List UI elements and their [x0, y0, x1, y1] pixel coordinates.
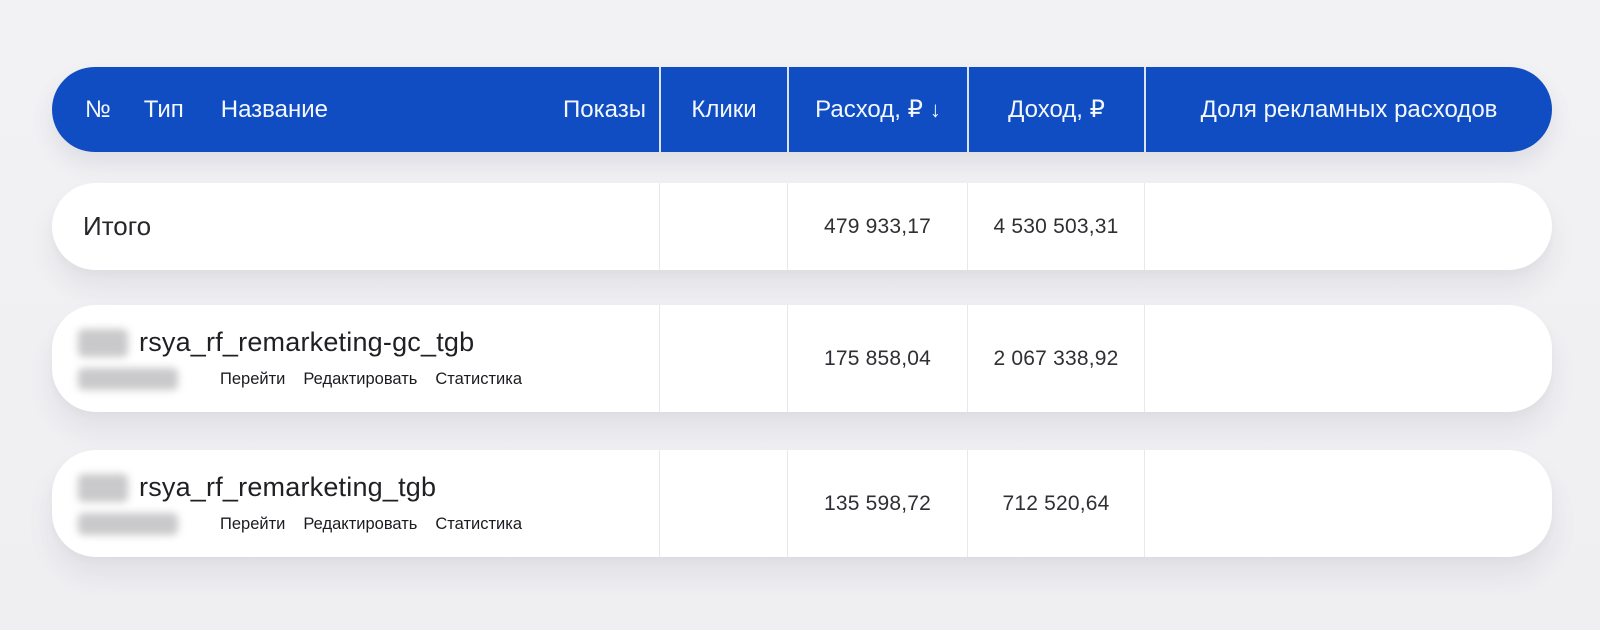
campaign-name-link[interactable]: rsya_rf_remarketing-gc_tgb: [139, 327, 475, 357]
campaign-info-cell: rsya_rf_remarketing-gc_tgb Перейти Редак…: [52, 305, 659, 412]
column-header-revenue[interactable]: Доход, ₽: [967, 67, 1144, 152]
edit-link[interactable]: Редактировать: [303, 369, 418, 388]
column-header-share[interactable]: Доля рекламных расходов: [1144, 67, 1552, 152]
campaign-meta-line: Перейти Редактировать Статистика: [78, 513, 522, 535]
campaign-title-line: rsya_rf_remarketing-gc_tgb: [78, 327, 474, 358]
totals-clicks-cell: [659, 183, 787, 270]
totals-label-cell: Итого: [52, 183, 659, 270]
header-info-group: № Тип Название Показы: [52, 67, 659, 152]
table-row: rsya_rf_remarketing_tgb Перейти Редактир…: [52, 450, 1552, 557]
totals-row: Итого 479 933,17 4 530 503,31: [52, 183, 1552, 270]
table-row: rsya_rf_remarketing-gc_tgb Перейти Редак…: [52, 305, 1552, 412]
revenue-value: 2 067 338,92: [993, 346, 1119, 370]
cost-cell: 175 858,04: [787, 305, 967, 412]
column-header-clicks-label: Клики: [691, 95, 757, 123]
stats-link[interactable]: Статистика: [435, 369, 523, 388]
stats-link[interactable]: Статистика: [435, 514, 523, 533]
share-cell: [1144, 305, 1552, 412]
totals-cost-cell: 479 933,17: [787, 183, 967, 270]
column-header-cost-label: Расход, ₽: [815, 96, 923, 123]
cost-cell: 135 598,72: [787, 450, 967, 557]
share-cell: [1144, 450, 1552, 557]
campaign-name-link[interactable]: rsya_rf_remarketing_tgb: [139, 472, 437, 502]
column-header-name[interactable]: Название: [220, 95, 329, 123]
sort-desc-icon: ↓: [929, 96, 941, 122]
go-link[interactable]: Перейти: [220, 514, 286, 533]
revenue-cell: 2 067 338,92: [967, 305, 1144, 412]
column-header-cost[interactable]: Расход, ₽ ↓: [787, 67, 967, 152]
campaign-info-cell: rsya_rf_remarketing_tgb Перейти Редактир…: [52, 450, 659, 557]
cost-value: 135 598,72: [823, 491, 932, 515]
totals-share-cell: [1144, 183, 1552, 270]
campaign-meta-line: Перейти Редактировать Статистика: [78, 368, 522, 390]
redacted-campaign-type: [78, 368, 178, 390]
revenue-cell: 712 520,64: [967, 450, 1144, 557]
column-header-type[interactable]: Тип: [143, 95, 184, 123]
totals-cost-value: 479 933,17: [823, 214, 932, 238]
cost-value: 175 858,04: [823, 346, 932, 370]
totals-label: Итого: [83, 211, 152, 241]
column-header-revenue-label: Доход, ₽: [1008, 96, 1105, 123]
campaign-title-line: rsya_rf_remarketing_tgb: [78, 472, 436, 503]
clicks-cell: [659, 305, 787, 412]
go-link[interactable]: Перейти: [220, 369, 286, 388]
column-header-clicks[interactable]: Клики: [659, 67, 787, 152]
column-header-number[interactable]: №: [85, 95, 111, 123]
column-header-impressions[interactable]: Показы: [563, 95, 646, 123]
campaign-actions: Перейти Редактировать Статистика: [220, 370, 522, 389]
revenue-value: 712 520,64: [1002, 491, 1110, 515]
edit-link[interactable]: Редактировать: [303, 514, 418, 533]
table-header: № Тип Название Показы Клики Расход, ₽ ↓ …: [52, 67, 1552, 152]
totals-revenue-value: 4 530 503,31: [993, 214, 1119, 238]
totals-revenue-cell: 4 530 503,31: [967, 183, 1144, 270]
redacted-campaign-type: [78, 513, 178, 535]
redacted-campaign-id: [78, 473, 128, 502]
campaign-actions: Перейти Редактировать Статистика: [220, 515, 522, 534]
column-header-share-label: Доля рекламных расходов: [1200, 95, 1498, 123]
redacted-campaign-id: [78, 328, 128, 357]
clicks-cell: [659, 450, 787, 557]
